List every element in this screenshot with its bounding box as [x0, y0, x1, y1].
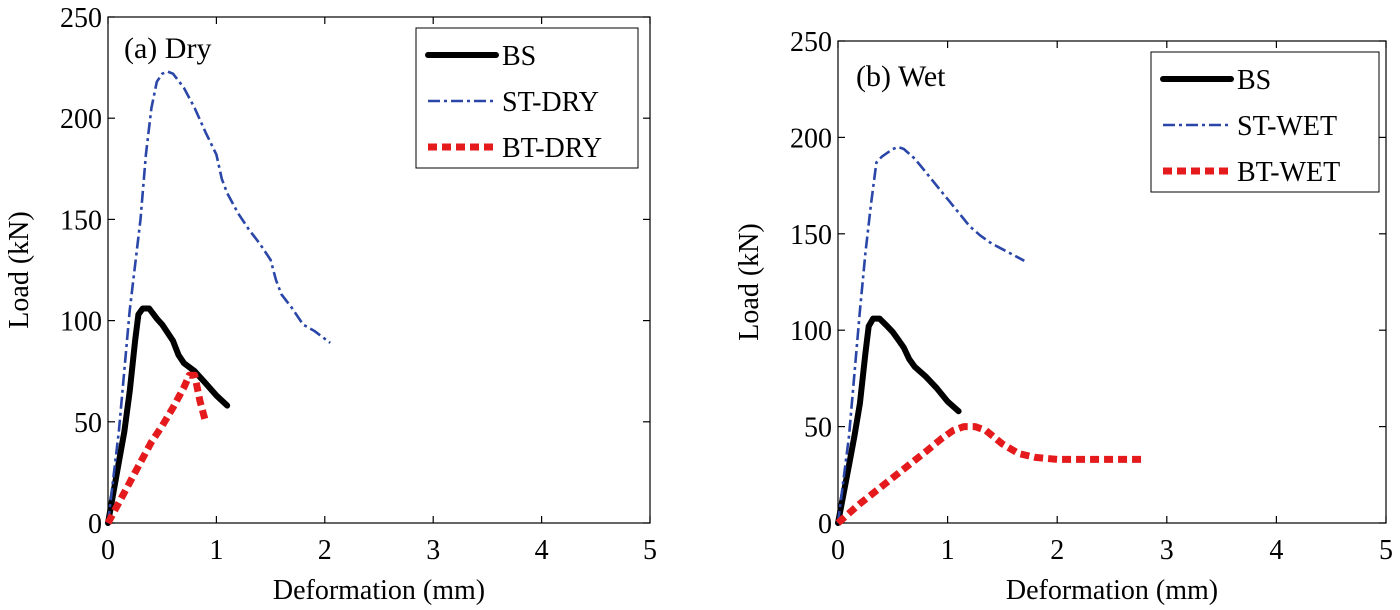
y-tick-label: 100 [790, 316, 832, 347]
panel-title: (a) Dry [124, 32, 211, 65]
legend: BS ST-WET BT-WET [1150, 51, 1380, 193]
x-tick-label: 0 [831, 535, 845, 566]
y-tick-label: 150 [60, 205, 102, 236]
series-line-bs [835, 315, 962, 526]
x-tick-label: 1 [209, 535, 223, 566]
legend-box [415, 27, 639, 169]
y-tick-label: 200 [790, 123, 832, 154]
y-axis-label: Load (kN) [4, 211, 35, 328]
series-line-bt-dry [104, 371, 209, 525]
panel-title: (b) Wet [856, 60, 946, 93]
x-tick-label: 1 [941, 535, 955, 566]
y-tick-label: 50 [74, 408, 102, 439]
x-tick-label: 5 [643, 535, 657, 566]
y-axis-label: Load (kN) [734, 223, 765, 340]
x-tick-label: 5 [1379, 535, 1393, 566]
y-tick-label: 200 [60, 104, 102, 135]
x-tick-label: 4 [535, 535, 549, 566]
legend-label: ST-WET [1237, 111, 1337, 142]
y-tick-label: 250 [60, 3, 102, 34]
legend-label: BS [502, 41, 536, 72]
x-tick-label: 3 [426, 535, 440, 566]
y-tick-label: 0 [88, 509, 102, 540]
x-tick-label: 2 [1050, 535, 1064, 566]
y-tick-label: 0 [818, 509, 832, 540]
y-tick-label: 250 [790, 27, 832, 58]
y-tick-label: 50 [804, 413, 832, 444]
series-line-bt-wet [835, 423, 1145, 526]
legend-label: ST-DRY [502, 87, 599, 118]
x-tick-label: 4 [1269, 535, 1283, 566]
x-axis-label: Deformation (mm) [1006, 575, 1218, 606]
legend-label: BT-WET [1237, 157, 1340, 188]
plot-frame [107, 16, 651, 524]
legend-box [1150, 51, 1380, 193]
legend-label: BT-DRY [502, 133, 602, 164]
y-tick-label: 100 [60, 307, 102, 338]
series-line-bs [105, 305, 231, 526]
y-tick-label: 150 [790, 220, 832, 251]
legend-label: BS [1237, 65, 1271, 96]
series-line-st-wet [836, 145, 1025, 524]
x-tick-label: 3 [1160, 535, 1174, 566]
x-tick-label: 2 [318, 535, 332, 566]
x-axis-label: Deformation (mm) [273, 575, 485, 606]
series-line-st-dry [106, 70, 331, 524]
legend: BS ST-DRY BT-DRY [415, 27, 639, 169]
plot-frame [837, 40, 1387, 524]
x-tick-label: 0 [101, 535, 115, 566]
